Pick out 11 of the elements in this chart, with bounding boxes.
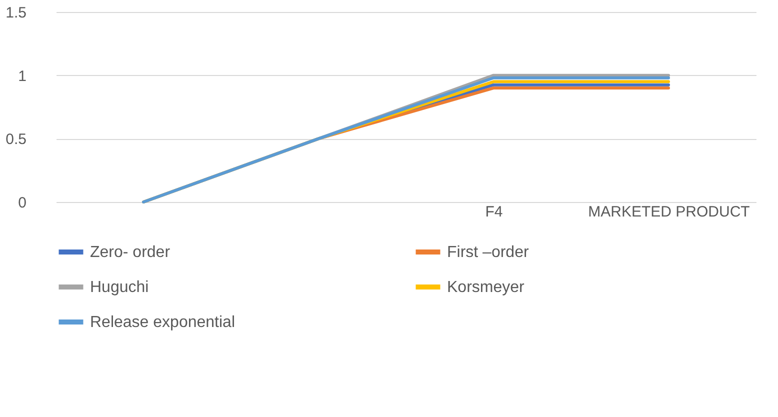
x-tick-label: MARKETED PRODUCT [588,204,750,220]
y-tick-label: 0.5 [6,131,26,148]
y-tick-label: 1.5 [6,4,26,22]
legend-label: Korsmeyer [447,279,526,296]
x-tick-label: F4 [485,204,503,220]
y-tick-label: 1 [18,68,26,85]
y-tick-label: 0 [18,194,26,212]
legend-label: Zero- order [90,244,171,261]
legend-label: Release exponential [90,314,235,331]
legend-label: First –order [447,244,530,261]
legend-label: Huguchi [90,279,149,296]
